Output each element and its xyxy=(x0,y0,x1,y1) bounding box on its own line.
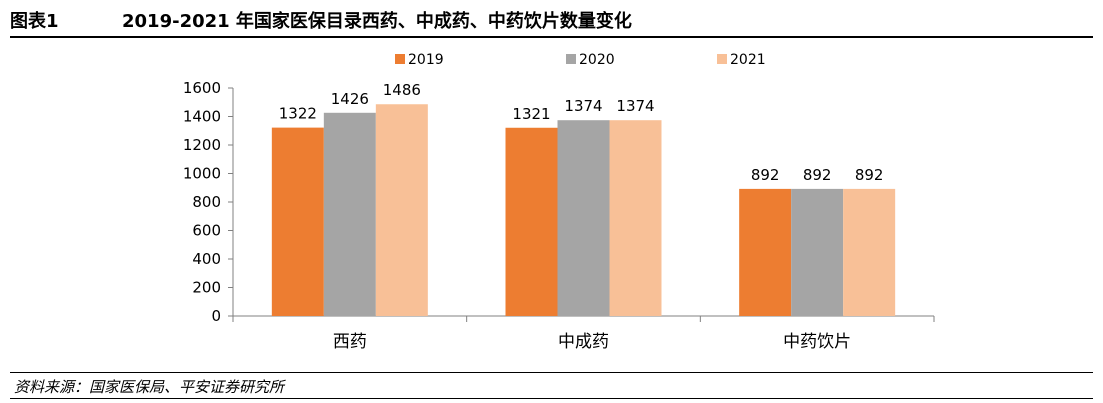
y-tick-label: 200 xyxy=(192,279,221,297)
legend-swatch xyxy=(717,54,727,64)
bar-data-label: 1374 xyxy=(564,97,602,115)
bar-data-label: 1374 xyxy=(616,97,654,115)
legend-swatch xyxy=(395,54,405,64)
bar-data-label: 892 xyxy=(751,166,780,184)
x-tick-label: 西药 xyxy=(333,332,367,352)
chart-legend: 2019 2020 2021 xyxy=(395,52,766,68)
chart-data-labels: 1322 1426 1486 1321 1374 1374 892 892 892 xyxy=(279,81,884,184)
y-tick-label: 1600 xyxy=(183,79,221,97)
bar xyxy=(505,127,558,316)
bar-chart: 2019 2020 2021 0 200 400 600 800 1000 1200 1400 16… xyxy=(183,52,935,352)
bar-data-label: 892 xyxy=(855,166,884,184)
bottom-rule xyxy=(10,398,1093,399)
y-tick-label: 800 xyxy=(192,193,221,211)
bar-data-label: 892 xyxy=(803,166,832,184)
figure-title: 2019-2021 年国家医保目录西药、中成药、中药饮片数量变化 xyxy=(122,11,632,32)
bar-data-label: 1322 xyxy=(279,105,317,123)
legend-label: 2020 xyxy=(579,52,615,68)
bar xyxy=(323,112,376,316)
bar xyxy=(609,120,662,316)
legend-swatch xyxy=(566,54,576,64)
y-tick-label: 1200 xyxy=(183,136,221,154)
bar xyxy=(791,188,844,316)
y-tick-label: 400 xyxy=(192,250,221,268)
figure-header: 图表1 2019-2021 年国家医保目录西药、中成药、中药饮片数量变化 xyxy=(10,6,1093,34)
bar-data-label: 1321 xyxy=(512,105,550,123)
bar xyxy=(557,120,610,316)
y-tick-label: 0 xyxy=(211,307,221,325)
legend-label: 2019 xyxy=(408,52,444,68)
y-tick-label: 1400 xyxy=(183,108,221,126)
bar xyxy=(843,188,896,316)
y-tick-label: 1000 xyxy=(183,165,221,183)
bar xyxy=(739,188,792,316)
x-tick-label: 中药饮片 xyxy=(783,332,851,352)
source-rule xyxy=(10,372,1093,373)
source-note: 资料来源：国家医保局、平安证券研究所 xyxy=(14,378,285,396)
chart-bars xyxy=(271,104,896,317)
legend-label: 2021 xyxy=(730,52,766,68)
top-rule xyxy=(10,36,1093,38)
bar-data-label: 1426 xyxy=(331,90,369,108)
x-tick-label: 中成药 xyxy=(558,332,609,352)
bar-data-label: 1486 xyxy=(383,81,421,99)
bar xyxy=(271,127,324,317)
bar xyxy=(375,104,428,317)
y-tick-label: 600 xyxy=(192,222,221,240)
figure-label: 图表1 xyxy=(10,11,59,32)
